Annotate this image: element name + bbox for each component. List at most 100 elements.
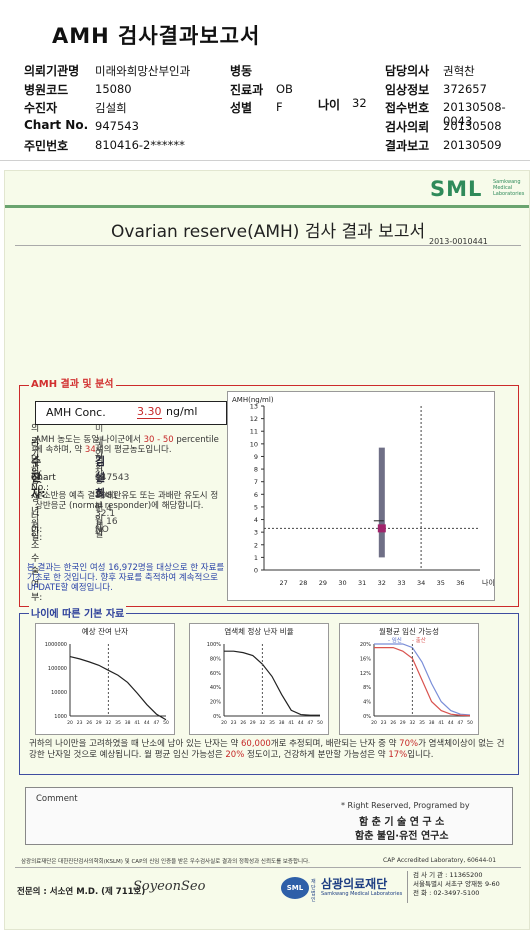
page-title: AMH 검사결과보고서 <box>52 24 261 48</box>
right-label-4: 결과보고 <box>385 138 430 153</box>
mini-chart-title: 염색체 정상 난자 비율 <box>224 626 293 636</box>
mini-chart-series-line <box>224 650 320 716</box>
mini-chart-xtick-label: 41 <box>288 720 294 726</box>
mini-chart-xtick-label: 47 <box>458 720 464 726</box>
mini-chart-ytick-label: 4% <box>363 700 371 706</box>
left-label-3: Chart No. <box>24 118 89 133</box>
report-left_fields-label-5: 나이: <box>31 512 43 535</box>
legend-birth: - 출산 <box>412 636 426 644</box>
amh-chart-ytick-label: 1 <box>254 554 258 562</box>
amh-chart-xtick-label: 30 <box>338 579 346 587</box>
amh-chart-ylabel: AMH(ng/ml) <box>232 396 274 404</box>
mini-chart-chromosome: 염색체 정상 난자 비율 100% 80% 60% 40% 20% 0% 20 23 26 29 32… <box>189 623 329 735</box>
report-left_fields-value-0: 미래와희망산부인과 <box>95 424 104 538</box>
left-label-2: 수진자 <box>24 101 58 116</box>
logo-divider <box>5 205 529 208</box>
left-value-4: 810416-2****** <box>95 137 185 152</box>
amh-chart-xtick-label: 28 <box>299 579 307 587</box>
left-label-1: 병원코드 <box>24 82 69 97</box>
contact-divider <box>407 871 408 903</box>
mid-label-0: 병동 <box>230 64 253 78</box>
sml-round-logo: SML <box>281 877 309 899</box>
amh-chart-xtick-label: 33 <box>397 579 405 587</box>
mini-chart-xtick-label: 26 <box>86 720 92 726</box>
mini-chart-ytick-label: 8% <box>363 685 371 691</box>
amh-chart-xtick-label: 31 <box>358 579 366 587</box>
footnote: 삼광의료재단은 대한진단검사의학회(KSLM) 및 CAP의 신임 인증을 받은… <box>21 859 310 865</box>
right-value-4: 20130509 <box>443 137 502 152</box>
right-value-3: 20130508 <box>443 119 502 134</box>
mini-chart-xtick-label: 47 <box>308 720 314 726</box>
amh-chart-ytick-label: 13 <box>250 403 258 411</box>
mini-chart-xtick-label: 35 <box>115 720 121 726</box>
comment-box: Comment <box>25 787 513 845</box>
comment-label: Comment <box>36 794 78 804</box>
mini-chart-xtick-label: 35 <box>419 720 425 726</box>
mini-chart-series-line <box>374 643 471 716</box>
report-title: Ovarian reserve(AMH) 검사 결과 보고서 <box>111 222 426 242</box>
mini-chart-ytick-label: 20% <box>210 700 221 706</box>
mini-chart-ytick-label: 12% <box>360 671 371 677</box>
amh-chart-ytick-label: 5 <box>254 503 258 511</box>
report-left_fields-value-4: 1981년 4월 16일 <box>95 491 118 540</box>
right-value-2: 20130508-0043 <box>443 100 506 129</box>
foundation-english: Samkwang Medical Laboratories <box>321 891 403 897</box>
amh-chart: AMH(ng/ml) 0 1 2 3 4 5 6 7 8 9 10 11 12 13 27 28 29 30 31 32… <box>227 391 495 601</box>
age-value: 32 <box>352 96 367 110</box>
mini-chart-eggs: 예상 잔여 난자 1000000 100000 10000 1000 20 23 26 29 32… <box>35 623 175 735</box>
foundation-prefix: 재단법인 <box>311 879 316 903</box>
mini-chart-xtick-label: 32 <box>106 720 112 726</box>
sml-logo-subtext: Samkwang Medical Laboratories <box>493 179 525 197</box>
mid-label-1: 진료과 <box>230 82 264 97</box>
mini-chart-ytick-label: 100000 <box>48 666 67 672</box>
mini-chart-xtick-label: 38 <box>125 720 131 726</box>
amh-patient-point <box>377 524 386 533</box>
rights-text: * Right Reserved, Programed by <box>341 801 470 810</box>
mini-chart-xtick-label: 50 <box>317 720 323 726</box>
legend-pregnancy: - 임신 <box>388 636 402 644</box>
mid-value-1: OB <box>276 81 293 96</box>
report-left_fields-value-3: 947543 <box>95 473 130 483</box>
mini-chart-xtick-label: 44 <box>298 720 304 726</box>
mini-chart-ytick-label: 40% <box>210 685 221 691</box>
cap-accreditation: CAP Accredited Laboratory, 60644-01 <box>383 857 497 864</box>
mini-chart-series-line <box>374 647 471 717</box>
mini-chart-xtick-label: 20 <box>371 720 377 726</box>
amh-value: 3.30 <box>137 405 162 419</box>
amh-chart-xtick-label: 34 <box>417 579 425 587</box>
amh-data-note: 본 결과는 한국인 여성 16,972명을 대상으로 한 자료를 기초로 한 것… <box>27 563 225 593</box>
doc-number: 2013-0010441 <box>429 237 488 246</box>
amh-reference-bar <box>378 447 385 558</box>
lab-name-2: 함춘 불임·유전 연구소 <box>355 831 449 842</box>
amh-response-text: 난소반응 예측 결과 배란유도 또는 과배란 유도시 정상반응군 (normal… <box>35 491 219 511</box>
report-left_fields-label-6: 난소수술여부: <box>31 528 43 603</box>
report-sheet: SML Samkwang Medical Laboratories Ovarian … <box>4 170 530 930</box>
mini-chart-xtick-label: 26 <box>390 720 396 726</box>
right-value-1: 372657 <box>443 81 487 96</box>
amh-conc-label: AMH Conc. <box>46 406 106 419</box>
right-label-2: 접수번호 <box>385 101 430 116</box>
age-section <box>19 613 519 775</box>
mini-chart-ytick-label: 60% <box>210 671 221 677</box>
mini-chart-title: 월평균 임신 가능성 <box>379 626 439 636</box>
amh-unit: ng/ml <box>166 405 198 418</box>
report-left_fields-value-1: 권혁찬 <box>95 442 104 478</box>
report-left_fields-label-0: 의뢰기관명: <box>31 424 43 486</box>
amh-chart-ytick-label: 11 <box>250 428 258 436</box>
lab-name-1: 함 춘 기 술 연 구 소 <box>359 817 445 828</box>
mini-chart-xtick-label: 26 <box>240 720 246 726</box>
contact-info: 검 사 기 관 : 11365200 서울특별시 서초구 양재동 9-60 전 화 … <box>413 871 500 897</box>
mini-chart-xtick-label: 32 <box>410 720 416 726</box>
left-value-0: 미래와희망산부인과 <box>95 64 191 78</box>
left-value-2: 김설희 <box>95 101 127 116</box>
mini-chart-xtick-label: 44 <box>144 720 150 726</box>
signature: SoyeonSeo <box>133 879 206 894</box>
left-value-1: 15080 <box>95 81 132 96</box>
amh-chart-xtick-label: 32 <box>378 579 386 587</box>
amh-chart-ytick-label: 4 <box>254 516 258 524</box>
mini-chart-xtick-label: 32 <box>260 720 266 726</box>
mini-chart-xtick-label: 44 <box>448 720 454 726</box>
age-label: 나이 <box>318 98 341 112</box>
amh-chart-ytick-label: 10 <box>250 440 258 448</box>
